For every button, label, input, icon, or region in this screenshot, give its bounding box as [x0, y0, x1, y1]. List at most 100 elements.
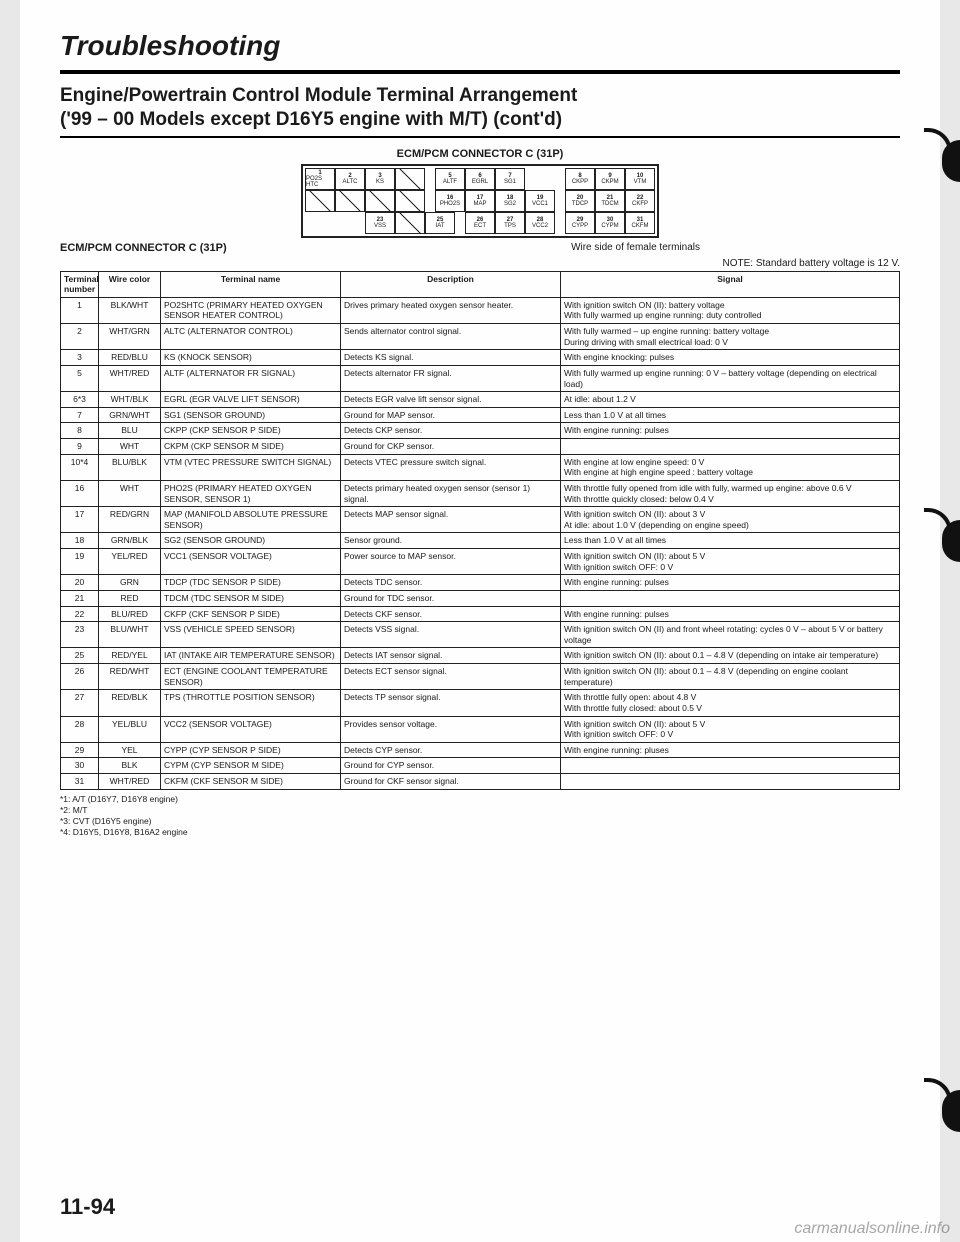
connector-label: ECM/PCM CONNECTOR C (31P): [60, 242, 227, 254]
terminal-name: ECT (ENGINE COOLANT TEMPERATURE SENSOR): [161, 664, 341, 690]
page-number: 11-94: [60, 1194, 115, 1220]
terminal-number: 5: [61, 365, 99, 391]
terminal-name: SG2 (SENSOR GROUND): [161, 533, 341, 549]
signal: With ignition switch ON (II) and front w…: [561, 622, 900, 648]
table-row: 20GRNTDCP (TDC SENSOR P SIDE)Detects TDC…: [61, 575, 900, 591]
terminal-number: 18: [61, 533, 99, 549]
terminal-number: 31: [61, 774, 99, 790]
signal: With engine running: pluses: [561, 742, 900, 758]
terminal-name: EGRL (EGR VALVE LIFT SENSOR): [161, 392, 341, 408]
wire-color: BLU: [99, 423, 161, 439]
table-row: 7GRN/WHTSG1 (SENSOR GROUND)Ground for MA…: [61, 407, 900, 423]
description: Detects CYP sensor.: [341, 742, 561, 758]
wire-color: WHT/BLK: [99, 392, 161, 408]
table-row: 9WHTCKPM (CKP SENSOR M SIDE)Ground for C…: [61, 439, 900, 455]
footnotes: *1: A/T (D16Y7, D16Y8 engine) *2: M/T *3…: [60, 794, 900, 838]
signal: With throttle fully open: about 4.8 VWit…: [561, 690, 900, 716]
wire-color: WHT/RED: [99, 365, 161, 391]
terminal-number: 3: [61, 350, 99, 366]
footnote: *3: CVT (D16Y5 engine): [60, 816, 900, 827]
signal: At idle: about 1.2 V: [561, 392, 900, 408]
wire-color: YEL/RED: [99, 549, 161, 575]
pin-block-3: 8CKPP 9CKPM 10VTM 20TDCP 21TDCM 22CKFP: [565, 168, 655, 212]
description: Ground for MAP sensor.: [341, 407, 561, 423]
header-terminal-name: Terminal name: [161, 271, 341, 297]
terminal-name: CKPM (CKP SENSOR M SIDE): [161, 439, 341, 455]
terminal-number: 19: [61, 549, 99, 575]
terminal-number: 27: [61, 690, 99, 716]
table-row: 19YEL/REDVCC1 (SENSOR VOLTAGE)Power sour…: [61, 549, 900, 575]
wire-color: WHT: [99, 480, 161, 506]
terminal-number: 9: [61, 439, 99, 455]
wire-color: BLU/WHT: [99, 622, 161, 648]
description: Detects EGR valve lift sensor signal.: [341, 392, 561, 408]
wire-color: WHT/RED: [99, 774, 161, 790]
description: Detects primary heated oxygen sensor (se…: [341, 480, 561, 506]
wire-color: GRN/BLK: [99, 533, 161, 549]
description: Power source to MAP sensor.: [341, 549, 561, 575]
wire-color: YEL: [99, 742, 161, 758]
footnote: *1: A/T (D16Y7, D16Y8 engine): [60, 794, 900, 805]
terminal-number: 17: [61, 507, 99, 533]
terminal-name: TDCM (TDC SENSOR M SIDE): [161, 590, 341, 606]
table-row: 6*3WHT/BLKEGRL (EGR VALVE LIFT SENSOR)De…: [61, 392, 900, 408]
description: Sends alternator control signal.: [341, 324, 561, 350]
description: Ground for CYP sensor.: [341, 758, 561, 774]
wire-color: GRN: [99, 575, 161, 591]
signal: With engine knocking: pulses: [561, 350, 900, 366]
signal: Less than 1.0 V at all times: [561, 407, 900, 423]
terminal-number: 8: [61, 423, 99, 439]
section-title: Engine/Powertrain Control Module Termina…: [60, 84, 900, 132]
description: Detects IAT sensor signal.: [341, 648, 561, 664]
description: Detects TDC sensor.: [341, 575, 561, 591]
wire-color: WHT/GRN: [99, 324, 161, 350]
wire-color: BLK: [99, 758, 161, 774]
table-row: 29YELCYPP (CYP SENSOR P SIDE)Detects CYP…: [61, 742, 900, 758]
wire-color: WHT: [99, 439, 161, 455]
signal: [561, 758, 900, 774]
terminal-number: 25: [61, 648, 99, 664]
signal: [561, 774, 900, 790]
wire-color: BLK/WHT: [99, 297, 161, 323]
description: Ground for CKP sensor.: [341, 439, 561, 455]
signal: With engine at low engine speed: 0 VWith…: [561, 454, 900, 480]
terminal-name: PHO2S (PRIMARY HEATED OXYGEN SENSOR, SEN…: [161, 480, 341, 506]
table-row: 1BLK/WHTPO2SHTC (PRIMARY HEATED OXYGEN S…: [61, 297, 900, 323]
table-row: 30BLKCYPM (CYP SENSOR M SIDE)Ground for …: [61, 758, 900, 774]
signal: [561, 590, 900, 606]
terminal-name: TDCP (TDC SENSOR P SIDE): [161, 575, 341, 591]
header-signal: Signal: [561, 271, 900, 297]
terminal-name: IAT (INTAKE AIR TEMPERATURE SENSOR): [161, 648, 341, 664]
terminal-name: CYPP (CYP SENSOR P SIDE): [161, 742, 341, 758]
table-row: 8BLUCKPP (CKP SENSOR P SIDE)Detects CKP …: [61, 423, 900, 439]
table-row: 28YEL/BLUVCC2 (SENSOR VOLTAGE)Provides s…: [61, 716, 900, 742]
wire-color: RED/YEL: [99, 648, 161, 664]
table-row: 31WHT/REDCKFM (CKF SENSOR M SIDE)Ground …: [61, 774, 900, 790]
description: Ground for TDC sensor.: [341, 590, 561, 606]
terminal-name: CKPP (CKP SENSOR P SIDE): [161, 423, 341, 439]
description: Sensor ground.: [341, 533, 561, 549]
note: NOTE: Standard battery voltage is 12 V.: [60, 258, 900, 269]
wire-color: RED: [99, 590, 161, 606]
terminal-table: Terminal number Wire color Terminal name…: [60, 271, 900, 790]
terminal-number: 20: [61, 575, 99, 591]
description: Detects CKF sensor.: [341, 606, 561, 622]
signal: [561, 439, 900, 455]
signal: With fully warmed up engine running: 0 V…: [561, 365, 900, 391]
description: Detects VTEC pressure switch signal.: [341, 454, 561, 480]
terminal-number: 26: [61, 664, 99, 690]
wire-color: YEL/BLU: [99, 716, 161, 742]
terminal-name: SG1 (SENSOR GROUND): [161, 407, 341, 423]
description: Detects TP sensor signal.: [341, 690, 561, 716]
description: Drives primary heated oxygen sensor heat…: [341, 297, 561, 323]
signal: With engine running: pulses: [561, 423, 900, 439]
table-row: 21REDTDCM (TDC SENSOR M SIDE)Ground for …: [61, 590, 900, 606]
signal: With ignition switch ON (II): about 5 VW…: [561, 716, 900, 742]
terminal-name: VCC1 (SENSOR VOLTAGE): [161, 549, 341, 575]
table-row: 3RED/BLUKS (KNOCK SENSOR)Detects KS sign…: [61, 350, 900, 366]
description: Detects KS signal.: [341, 350, 561, 366]
footnote: *4: D16Y5, D16Y8, B16A2 engine: [60, 827, 900, 838]
terminal-name: TPS (THROTTLE POSITION SENSOR): [161, 690, 341, 716]
page-title: Troubleshooting: [60, 30, 900, 62]
table-row: 23BLU/WHTVSS (VEHICLE SPEED SENSOR)Detec…: [61, 622, 900, 648]
